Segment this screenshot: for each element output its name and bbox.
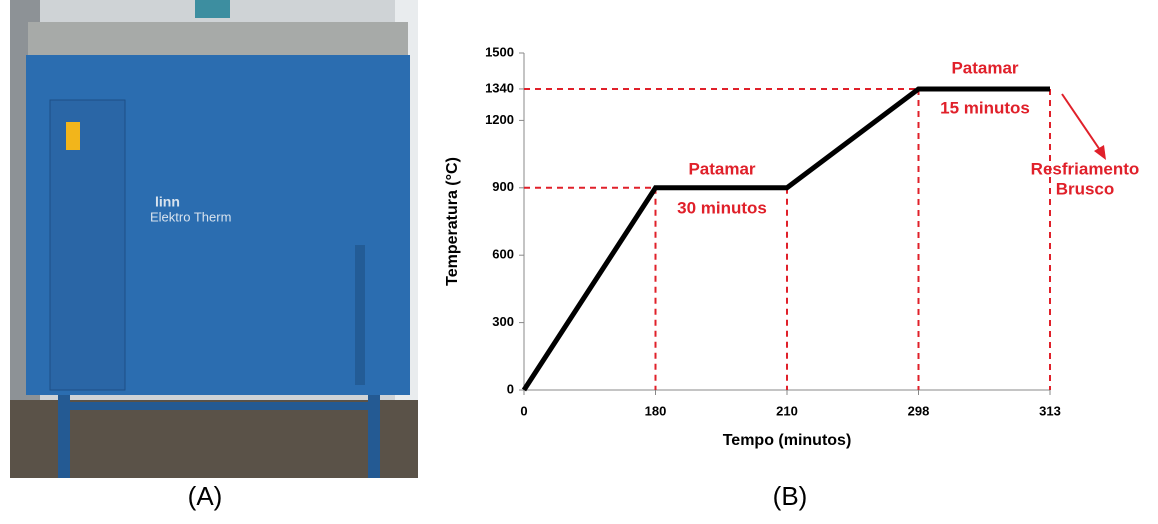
annotation: Brusco	[1056, 179, 1115, 198]
furnace-lid	[28, 22, 408, 60]
furnace-photo: linn Elektro Therm	[10, 0, 418, 478]
floor	[10, 400, 418, 478]
stand-bar	[60, 402, 380, 410]
y-tick-label: 600	[492, 247, 514, 262]
arrow-shaft	[1061, 93, 1101, 151]
y-tick-label: 1200	[485, 112, 514, 127]
panel-label: (A)	[188, 481, 223, 511]
y-tick-label: 1340	[485, 80, 514, 95]
y-tick-label: 300	[492, 314, 514, 329]
x-tick-label: 180	[645, 403, 667, 418]
y-tick-label: 0	[507, 381, 514, 396]
series-line	[521, 86, 1050, 392]
x-tick-label: 210	[776, 403, 798, 418]
x-tick-label: 0	[520, 403, 527, 418]
y-tick-label: 900	[492, 179, 514, 194]
leg	[58, 395, 70, 478]
x-axis-title: Tempo (minutos)	[723, 432, 852, 449]
x-tick-label: 313	[1039, 403, 1061, 418]
control-panel	[49, 99, 126, 391]
y-tick-label: 1500	[485, 44, 514, 59]
annotation: Patamar	[951, 58, 1018, 77]
y-axis-title: Temperatura (°C)	[444, 157, 461, 286]
warning-sign	[66, 122, 80, 150]
annotation: Patamar	[688, 159, 755, 178]
chart: 0 300 600 900 1200 1340 1500 0 180 210 298 313 Tempo…	[444, 44, 1139, 449]
annotation: 15 minutos	[940, 98, 1030, 117]
annotation: Resfriamento	[1031, 159, 1140, 178]
panel-label: (B)	[773, 481, 808, 511]
brand: linn	[155, 194, 180, 210]
pipe	[195, 0, 230, 18]
model: Elektro Therm	[150, 209, 231, 224]
x-tick-label: 298	[908, 403, 930, 418]
arrow-head	[1094, 145, 1106, 160]
leg	[368, 395, 380, 478]
annotation: 30 minutos	[677, 198, 767, 217]
handle	[355, 245, 365, 385]
